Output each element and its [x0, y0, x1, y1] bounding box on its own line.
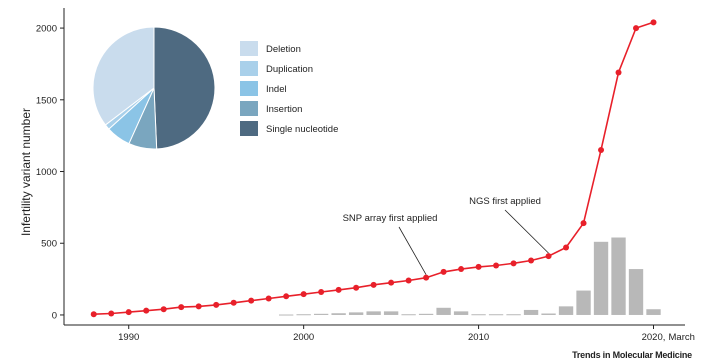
pie-slice [92, 26, 155, 126]
data-point [248, 297, 255, 304]
data-point [545, 253, 552, 260]
data-point [440, 268, 447, 275]
data-point [300, 291, 307, 298]
annotation-label: NGS first applied [469, 196, 541, 207]
bar [278, 314, 294, 316]
line-layer [90, 19, 657, 318]
data-point [213, 301, 220, 308]
y-tick-label: 0 [52, 310, 57, 321]
data-point [458, 266, 465, 273]
annotation-leader [504, 209, 549, 254]
legend-label: Insertion [266, 104, 302, 115]
bar [558, 306, 574, 315]
bar [541, 313, 556, 315]
pie-legend: Deletion Duplication Indel Insertion Single … [240, 41, 338, 136]
legend-swatch [240, 121, 258, 136]
legend-label: Single nucleotide [266, 124, 338, 135]
legend-swatch [240, 81, 258, 96]
bar [646, 309, 661, 315]
x-tick-label-month: March [669, 332, 695, 343]
axes [63, 8, 685, 326]
bar [331, 313, 346, 315]
bar [383, 311, 399, 315]
bar [401, 314, 416, 316]
data-point [388, 279, 395, 286]
bar [471, 314, 486, 316]
data-point [405, 277, 412, 284]
data-point [178, 304, 185, 311]
legend-swatch [240, 41, 258, 56]
data-point [335, 286, 342, 293]
bar [488, 314, 504, 316]
y-axis-label: Infertility variant number [19, 108, 33, 236]
data-point [475, 263, 482, 270]
bars-layer [278, 237, 661, 316]
data-point [283, 293, 290, 300]
legend-swatch [240, 61, 258, 76]
x-tick-label: 1990 [118, 332, 139, 343]
data-point [650, 19, 657, 26]
data-point [423, 274, 430, 281]
data-point [318, 289, 325, 296]
data-point [528, 257, 535, 264]
data-point [615, 69, 622, 76]
annotation-label: SNP array first applied [343, 213, 438, 224]
legend-swatch [240, 101, 258, 116]
bar [506, 314, 521, 316]
x-tick-label: 2000 [293, 332, 314, 343]
data-point [510, 260, 517, 267]
pie-chart [92, 26, 216, 150]
bar [348, 312, 364, 315]
data-point [265, 295, 272, 302]
bar [453, 311, 469, 315]
data-point [125, 309, 132, 316]
legend-label: Indel [266, 84, 287, 95]
y-tick-label: 1000 [36, 167, 57, 178]
data-point [598, 147, 605, 154]
bar [576, 290, 591, 315]
data-point [230, 299, 237, 306]
pie-slice [153, 26, 216, 150]
bar [366, 311, 381, 315]
data-point [493, 262, 500, 269]
bar [628, 269, 644, 315]
bar [593, 241, 609, 315]
annotation-leader [398, 226, 427, 275]
data-point [195, 303, 202, 310]
ticks-layer: 0 500 1000 1500 2000 1990 2000 2010 2020, March [36, 24, 695, 343]
bar [523, 309, 539, 315]
journal-credit: Trends in Molecular Medicine [572, 350, 692, 360]
x-tick-label: 2020, [642, 332, 666, 343]
bar [418, 313, 434, 315]
data-point [108, 310, 115, 317]
data-point [353, 284, 360, 291]
bar [611, 237, 626, 315]
y-tick-label: 500 [41, 239, 57, 250]
y-tick-label: 2000 [36, 24, 57, 35]
bar [313, 313, 329, 315]
x-tick-label: 2010 [468, 332, 489, 343]
data-point [580, 220, 587, 227]
bar [436, 307, 451, 315]
data-point [370, 281, 377, 288]
bar [296, 314, 311, 316]
annotations-layer: SNP array first applied NGS first applied [343, 196, 549, 275]
legend-label: Duplication [266, 64, 313, 75]
y-tick-label: 1500 [36, 95, 57, 106]
data-point [633, 25, 640, 32]
data-point [563, 244, 570, 251]
data-point [90, 311, 97, 318]
data-point [143, 307, 150, 314]
data-point [160, 306, 167, 313]
legend-label: Deletion [266, 44, 301, 55]
